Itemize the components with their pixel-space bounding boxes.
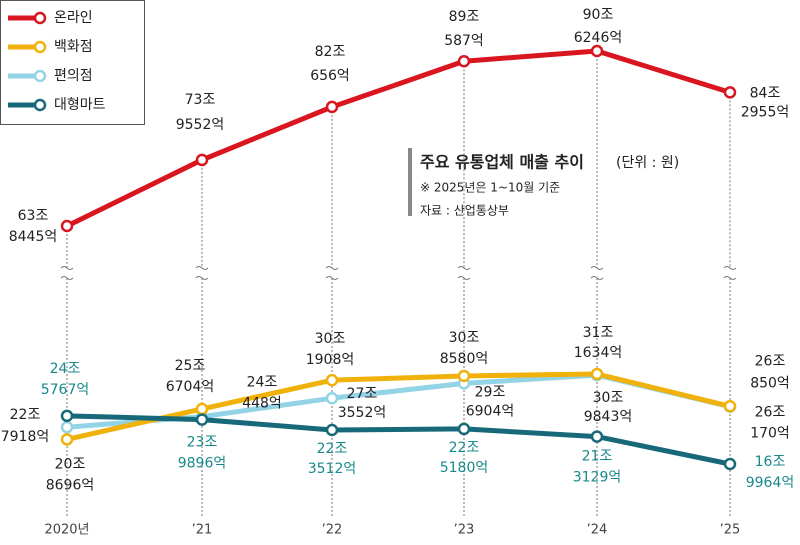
data-label: 90조 [583,7,614,23]
axis-break [723,266,737,280]
data-point [325,373,339,387]
data-label: 22조 [317,441,348,457]
data-label: 3129억 [573,470,622,486]
data-label: 26조 [755,405,786,421]
data-label: 24조 [50,361,81,377]
data-label: 170억 [750,426,790,442]
data-point [60,433,74,446]
axis-break [325,266,339,280]
data-label: 27조 [347,386,378,402]
data-point [723,457,737,471]
data-point [195,153,209,167]
data-point [723,400,737,413]
data-point [590,367,604,381]
data-label: 9552억 [176,117,225,133]
data-point [723,86,737,99]
axis-break [457,266,471,280]
data-point [195,402,209,416]
x-tick-label: 2020년 [44,523,89,538]
annotation-bar [408,148,412,216]
x-tick-label: ’24 [587,523,608,538]
data-label: 3552억 [338,405,387,421]
axis-break [195,266,209,280]
legend-label: 백화점 [54,39,93,55]
data-label: 16조 [755,454,786,470]
plot: 2020년 ’21 ’22 ’23 ’24 ’25 22조 7918억 24조 448억 27조 35… [1,7,795,538]
data-label: 448억 [242,396,282,412]
series-line [65,48,731,229]
x-tick-label: ’23 [454,523,475,538]
data-point [590,430,604,443]
data-label: 25조 [175,358,206,374]
series-line [66,371,731,442]
data-label: 656억 [310,68,350,84]
data-label: 6246억 [574,30,623,46]
data-label: 5767억 [41,382,90,398]
data-label: 1908억 [306,352,355,368]
legend-swatch-dot [33,69,47,83]
x-tick-label: ’21 [192,523,213,538]
legend-label: 온라인 [54,10,93,26]
data-point [60,219,74,233]
data-label: 22조 [10,407,41,423]
data-label: 6904억 [466,403,515,419]
data-label: 8580억 [440,351,489,367]
x-tick-label: ’22 [322,523,343,538]
note: ※ 2025년은 1~10월 기준 [420,181,560,195]
data-label: 8696억 [46,477,95,493]
data-point [325,391,339,405]
data-point [457,369,471,383]
data-label: 21조 [582,449,613,465]
chart-title: 주요 유통업체 매출 추이 [420,153,584,172]
data-label: 30조 [449,330,480,346]
data-label: 6704억 [166,379,215,395]
data-label: 31조 [583,325,614,341]
legend-swatch-dot [33,40,47,54]
data-point [457,54,471,68]
data-label: 2955억 [741,104,790,120]
data-point [325,100,339,114]
data-label: 9843억 [584,409,633,425]
data-label: 89조 [449,9,480,25]
data-label: 22조 [449,440,480,456]
series-line [66,413,731,467]
data-label: 26조 [755,353,786,369]
data-label: 9896억 [178,456,227,472]
data-label: 30조 [593,390,624,406]
data-label: 7918억 [1,429,50,445]
data-label: 8445억 [9,229,58,245]
legend-label: 편의점 [54,68,93,84]
data-point [325,423,339,437]
unit: (단위 : 원) [616,155,679,171]
data-label: 20조 [55,456,86,472]
data-point [457,422,471,436]
legend-label: 대형마트 [54,97,106,113]
axis-break [590,266,604,280]
x-tick-label: ’25 [720,523,741,538]
legend-swatch-dot [33,11,47,25]
data-label: 5180억 [440,460,489,476]
axis-break [60,266,74,280]
data-label: 3512억 [308,461,357,477]
data-label: 73조 [185,92,216,108]
data-label: 23조 [187,435,218,451]
data-label: 29조 [475,384,506,400]
data-label: 82조 [315,44,346,60]
data-point [60,420,74,434]
data-label: 63조 [18,208,49,224]
data-label: 30조 [315,331,346,347]
data-label: 84조 [750,85,781,101]
data-point [195,413,209,426]
data-label: 24조 [247,375,278,391]
data-label: 9964억 [746,475,795,491]
data-point [60,409,74,423]
data-label: 1634억 [574,345,623,361]
data-label: 587억 [444,33,484,49]
data-point [590,44,604,58]
data-label: 850억 [750,375,790,391]
legend-swatch-dot [33,98,47,112]
